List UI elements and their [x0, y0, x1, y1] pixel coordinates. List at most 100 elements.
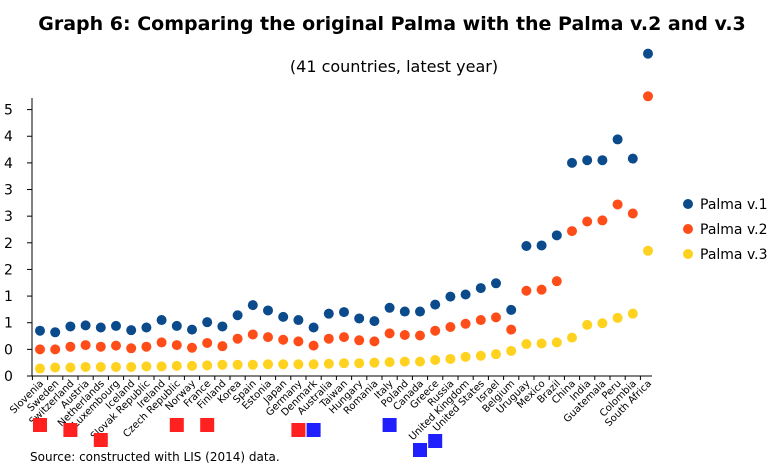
data-point: [612, 134, 623, 145]
data-point: [582, 216, 593, 227]
data-point: [415, 330, 425, 341]
data-point: [475, 350, 486, 361]
data-point: [35, 325, 45, 336]
data-point: [643, 91, 653, 102]
legend-label: Palma v.1: [700, 197, 768, 213]
data-point: [50, 362, 61, 373]
data-point: [80, 361, 91, 372]
data-point: [475, 283, 486, 294]
data-point: [339, 307, 349, 318]
data-point: [263, 332, 273, 343]
data-point: [187, 360, 197, 371]
data-point: [491, 349, 501, 360]
data-point: [293, 359, 304, 370]
marker-square: [428, 434, 443, 448]
data-point: [597, 215, 608, 226]
y-axis-ticks: 0 0 1 1 2 2 3 3 4 4 5: [4, 103, 32, 385]
data-point: [171, 360, 182, 371]
data-point: [521, 240, 532, 251]
data-point: [80, 320, 91, 331]
data-point: [339, 358, 349, 369]
marker-square: [382, 418, 397, 432]
data-point: [369, 316, 380, 327]
data-point: [217, 321, 228, 332]
data-point: [202, 317, 213, 328]
data-point: [567, 157, 577, 168]
data-point: [627, 308, 638, 319]
x-axis-ticks: SloveniaSwedenSwitzerlandAustriaNetherla…: [8, 376, 654, 443]
data-point: [202, 337, 213, 348]
data-point: [354, 358, 365, 369]
data-point: [354, 313, 365, 324]
axes: [31, 98, 652, 377]
data-point: [171, 340, 182, 351]
y-tick-label: 4: [4, 129, 13, 145]
data-point: [111, 340, 121, 351]
data-point: [399, 306, 410, 317]
data-point: [323, 358, 334, 369]
y-tick-label: 4: [4, 156, 13, 172]
data-point: [126, 343, 137, 354]
data-point: [156, 315, 167, 326]
chart-title: Graph 6: Comparing the original Palma wi…: [38, 13, 746, 35]
data-point: [339, 332, 349, 343]
marker-square: [93, 433, 108, 447]
data-point: [263, 305, 273, 316]
y-tick-label: 3: [4, 183, 13, 199]
data-point: [50, 327, 61, 338]
data-point: [278, 359, 289, 370]
data-point: [567, 332, 577, 343]
marker-square: [63, 423, 78, 437]
marker-square: [306, 423, 321, 437]
data-point: [627, 153, 638, 164]
legend-swatch: [683, 249, 693, 259]
data-point: [35, 344, 45, 355]
data-point: [278, 334, 289, 345]
data-point: [399, 329, 410, 340]
data-point: [95, 322, 106, 333]
data-points: [35, 48, 653, 374]
data-point: [293, 315, 304, 326]
data-point: [80, 340, 91, 351]
data-point: [95, 341, 106, 352]
data-point: [536, 284, 547, 295]
data-point: [627, 208, 638, 219]
data-point: [506, 324, 517, 335]
data-point: [247, 359, 258, 370]
data-point: [430, 325, 441, 336]
marker-square: [291, 423, 306, 437]
data-point: [612, 312, 623, 323]
data-point: [445, 321, 456, 332]
y-tick-label: 2: [4, 236, 13, 252]
marker-square: [169, 418, 184, 432]
annotation-markers: [33, 418, 443, 457]
data-point: [597, 318, 608, 329]
data-point: [247, 329, 258, 340]
data-point: [460, 351, 471, 362]
data-point: [171, 320, 182, 331]
data-point: [35, 363, 45, 374]
legend-swatch: [683, 199, 693, 209]
data-point: [187, 342, 197, 353]
data-point: [582, 319, 593, 330]
data-point: [445, 353, 456, 364]
data-point: [308, 340, 319, 351]
data-point: [536, 240, 547, 251]
data-point: [263, 359, 273, 370]
legend-label: Palma v.2: [700, 222, 768, 238]
data-point: [384, 328, 395, 339]
data-point: [521, 285, 532, 296]
data-point: [567, 226, 577, 237]
data-point: [187, 324, 197, 335]
data-point: [65, 341, 76, 352]
data-point: [491, 312, 501, 323]
data-point: [582, 155, 593, 166]
data-point: [141, 322, 152, 333]
y-tick-label: 1: [4, 289, 13, 305]
data-point: [293, 336, 304, 347]
y-tick-label: 0: [4, 369, 13, 385]
marker-square: [200, 418, 215, 432]
data-point: [460, 318, 471, 329]
data-point: [323, 333, 334, 344]
data-point: [232, 310, 243, 321]
